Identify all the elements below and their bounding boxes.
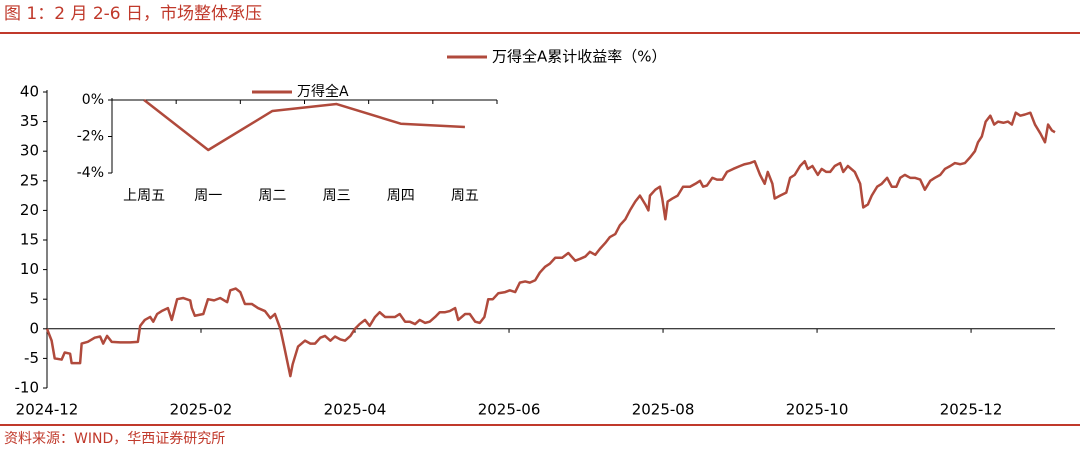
x-tick-label: 周五 — [451, 188, 479, 204]
x-tick-label: 2025-10 — [786, 401, 849, 419]
series-line — [143, 99, 465, 152]
y-tick-label: 15 — [20, 231, 39, 249]
y-tick-label: 0 — [29, 319, 39, 337]
y-tick-label: -10 — [15, 379, 40, 397]
x-tick-label: 周二 — [258, 188, 286, 204]
series-line — [45, 111, 1056, 378]
y-tick-label: 40 — [20, 83, 39, 101]
x-tick-label: 2025-06 — [478, 401, 541, 419]
x-tick-label: 周四 — [387, 188, 415, 204]
y-tick-label: 30 — [20, 142, 39, 160]
y-tick-label: 10 — [20, 260, 39, 278]
y-tick-label: 0% — [82, 92, 104, 108]
legend-label: 万得全A累计收益率（%） — [492, 48, 667, 66]
y-tick-label: -4% — [77, 165, 104, 181]
x-tick-label: 2024-12 — [16, 401, 79, 419]
x-tick-label: 2025-12 — [940, 401, 1003, 419]
x-tick-label: 2025-08 — [632, 401, 695, 419]
x-tick-label: 2025-02 — [170, 401, 233, 419]
y-tick-label: 25 — [20, 171, 39, 189]
legend-label: 万得全A — [297, 83, 349, 100]
source-note: 资料来源：WIND，华西证券研究所 — [4, 431, 225, 447]
y-tick-label: 20 — [20, 201, 39, 219]
x-tick-label: 周三 — [323, 188, 351, 204]
y-tick-label: 35 — [20, 112, 39, 130]
figure-title: 图 1：2 月 2-6 日，市场整体承压 — [4, 4, 262, 24]
y-tick-label: -5 — [24, 349, 39, 367]
y-tick-label: 5 — [29, 290, 39, 308]
y-tick-label: -2% — [77, 129, 104, 145]
x-tick-label: 上周五 — [123, 188, 165, 204]
x-tick-label: 周一 — [194, 188, 222, 204]
x-tick-label: 2025-04 — [324, 401, 387, 419]
